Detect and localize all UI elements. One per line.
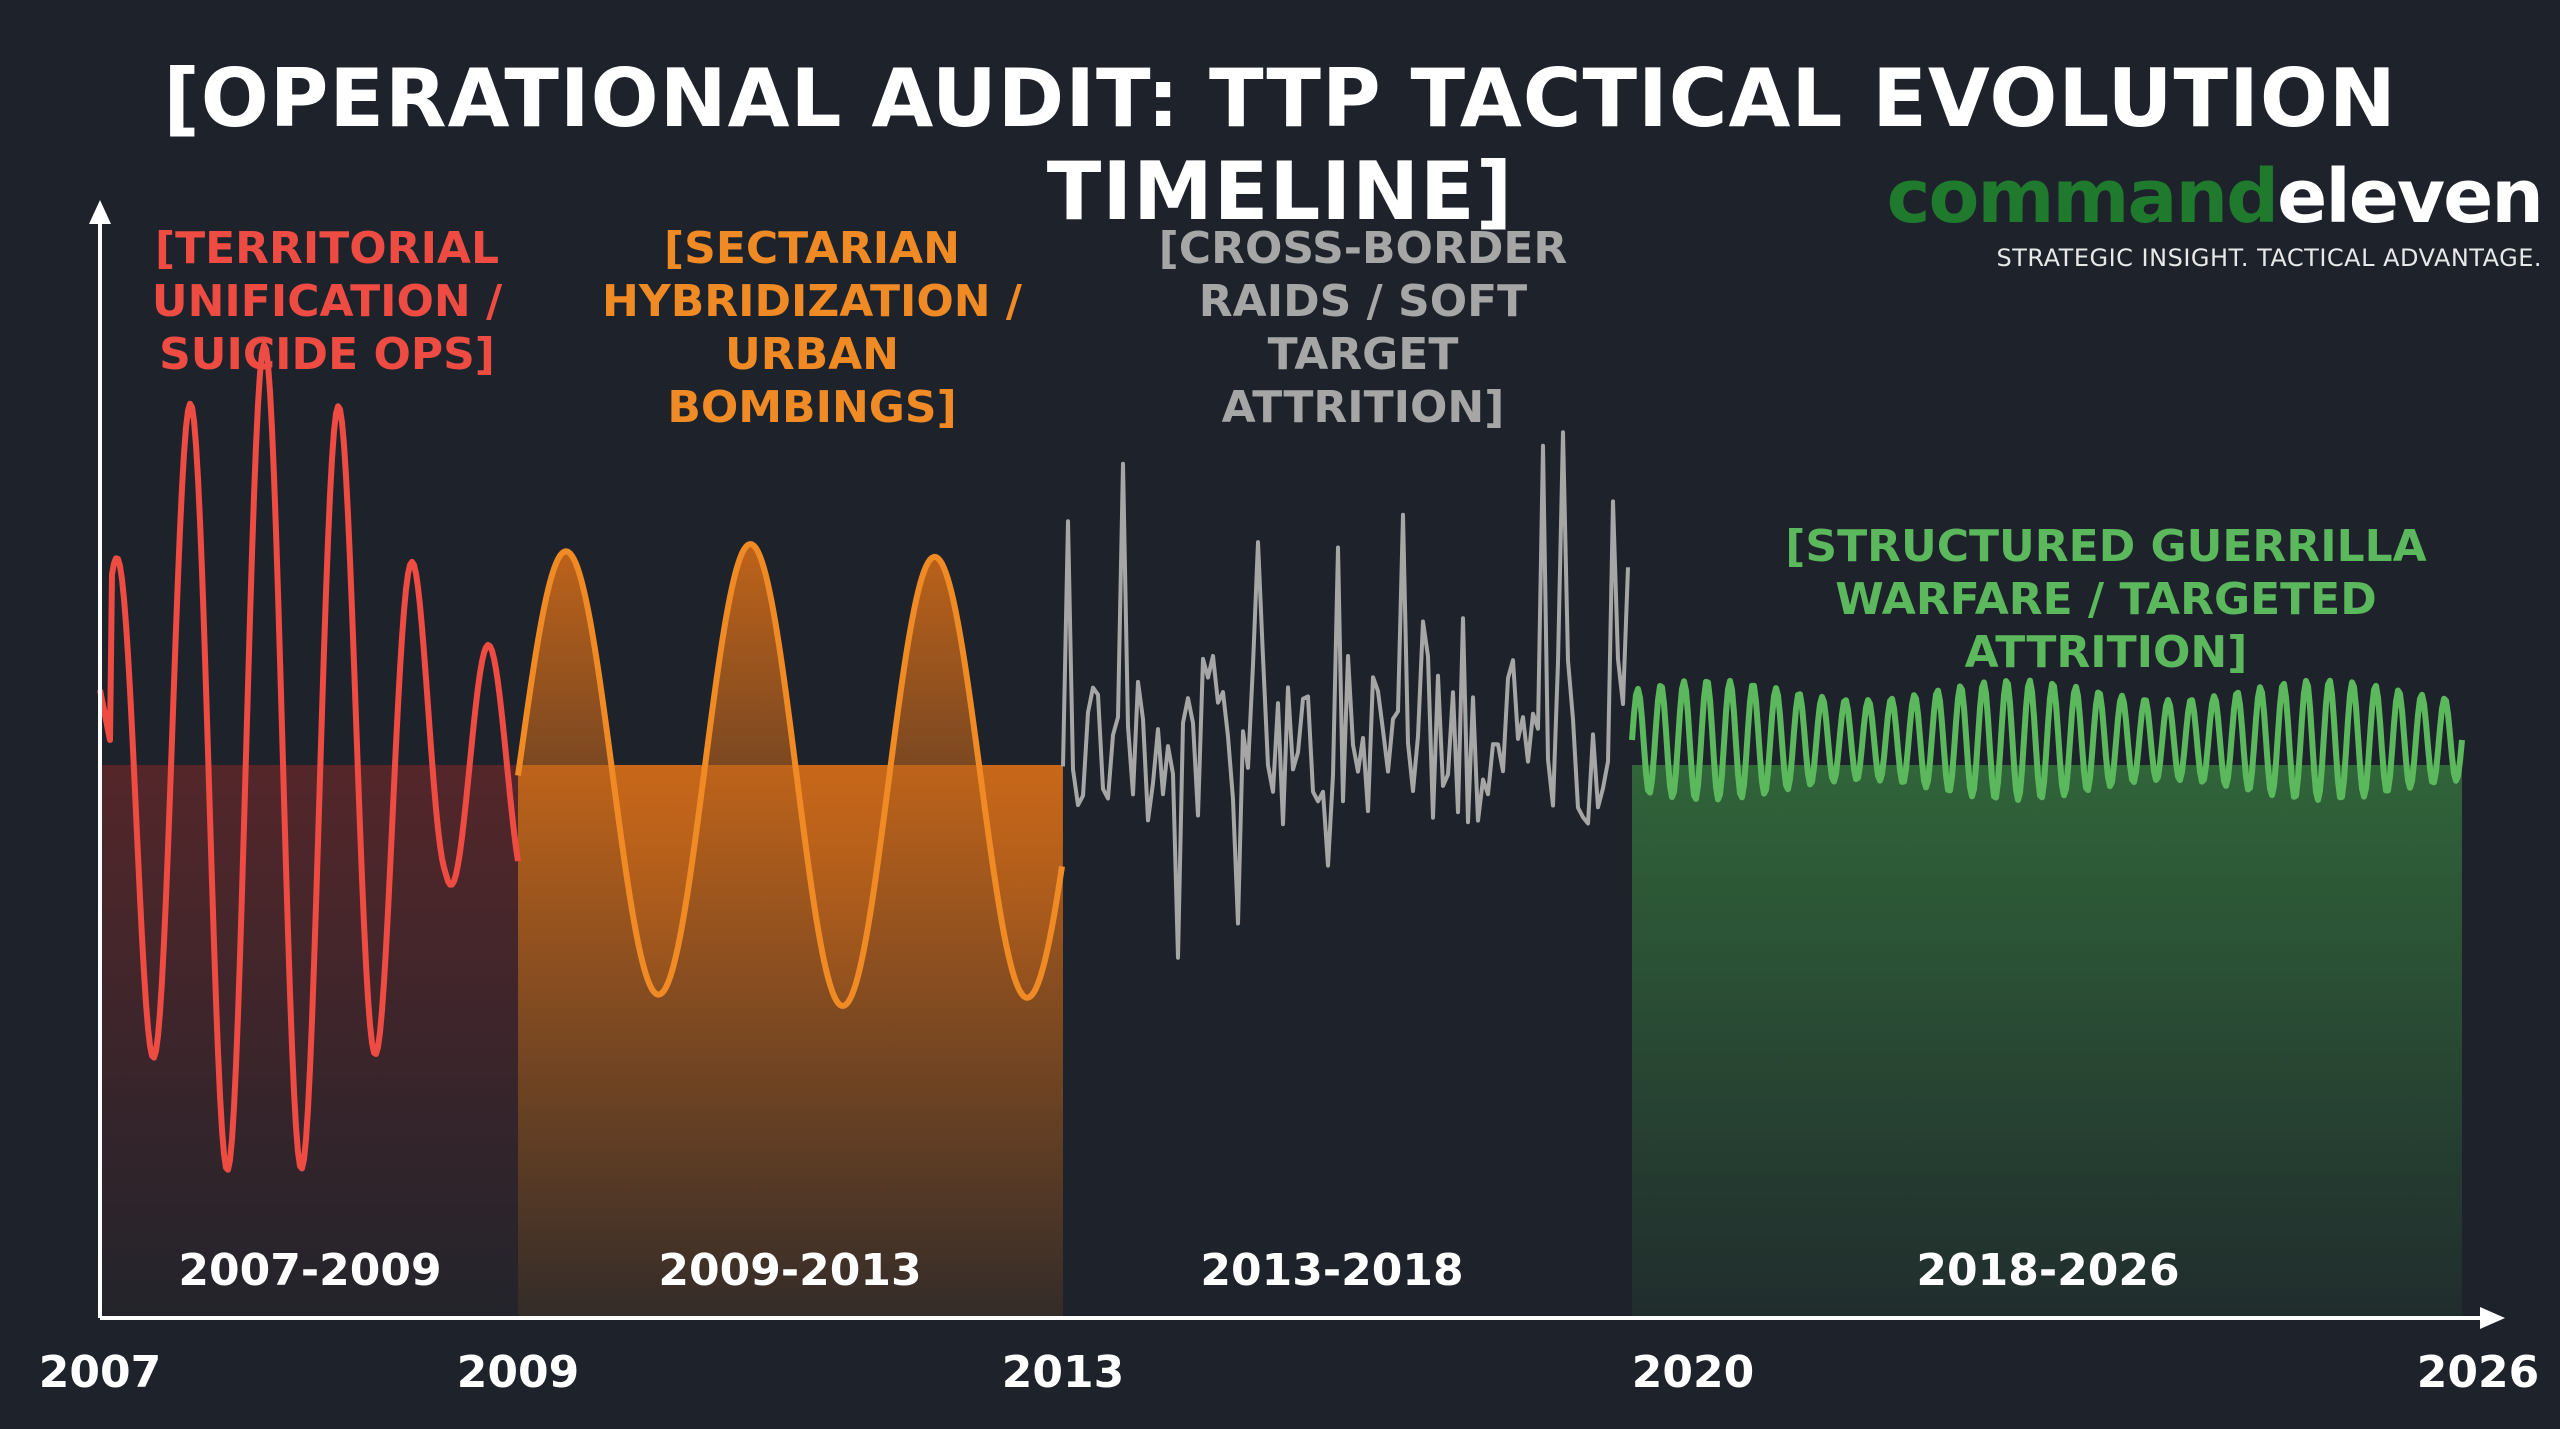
series-line-4 (1629, 677, 2465, 803)
era-band-2 (518, 765, 1063, 1318)
x-tick-label: 2007 (38, 1347, 162, 1398)
logo-wordmark: commandeleven (1887, 160, 2544, 234)
brand-logo: commandeleven STRATEGIC INSIGHT. TACTICA… (1887, 160, 2544, 272)
period-label-1: 2007-2009 (178, 1245, 442, 1296)
era-label-3: [CROSS-BORDER RAIDS / SOFT TARGET ATTRIT… (1158, 223, 1568, 433)
x-tick-label: 2013 (1001, 1347, 1125, 1398)
logo-part-command: command (1886, 154, 2280, 240)
logo-tagline: STRATEGIC INSIGHT. TACTICAL ADVANTAGE. (1996, 244, 2542, 272)
series-line-3 (1061, 430, 1630, 960)
era-label-2: [SECTARIAN HYBRIDIZATION / URBAN BOMBING… (602, 223, 1022, 433)
era-label-1: [TERRITORIAL UNIFICATION / SUICIDE OPS] (151, 223, 503, 380)
logo-part-eleven: eleven (2277, 154, 2544, 240)
x-tick-label: 2020 (1631, 1347, 1755, 1398)
x-tick-label: 2009 (456, 1347, 580, 1398)
chart-title: [OPERATIONAL AUDIT: TTP TACTICAL EVOLUTI… (163, 52, 2397, 238)
y-axis-arrow (89, 200, 111, 224)
period-label-2: 2009-2013 (658, 1245, 922, 1296)
x-axis-arrow (2480, 1307, 2505, 1329)
era-band-4 (1632, 765, 2462, 1318)
era-label-4: [STRUCTURED GUERRILLA WARFARE / TARGETED… (1785, 521, 2427, 678)
series-line-1 (97, 342, 521, 1173)
period-label-4: 2018-2026 (1916, 1245, 2180, 1296)
series-line-2 (515, 541, 1065, 1009)
series-area-2 (518, 544, 1062, 1006)
period-label-3: 2013-2018 (1200, 1245, 1464, 1296)
x-tick-label: 2026 (2416, 1347, 2540, 1398)
